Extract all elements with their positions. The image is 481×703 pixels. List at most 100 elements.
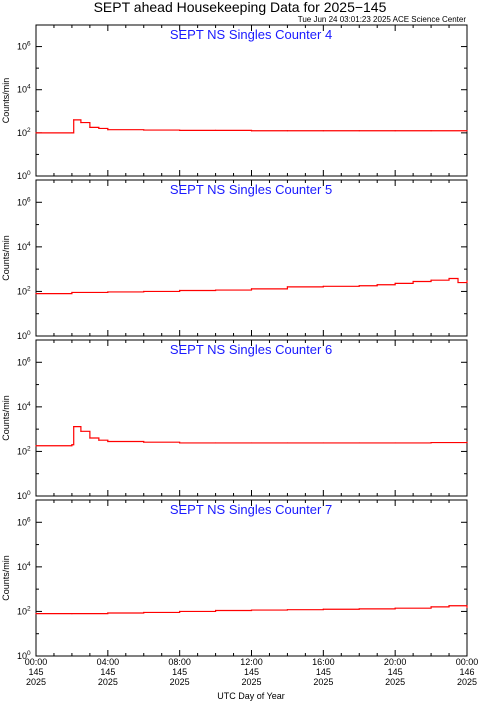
data-point [214,129,217,131]
data-point [143,290,145,293]
x-axis-labels: 00:00145202504:00145202508:00145202512:0… [25,657,479,687]
y-tick-label: 102 [17,445,31,456]
data-point [71,612,73,615]
data-point [412,280,414,283]
x-tick-time: 04:00 [97,657,120,667]
y-tick-label: 106 [17,196,31,207]
data-point [322,285,324,287]
data-point [80,121,82,124]
data-point [214,609,217,612]
data-point [394,130,396,132]
data-point [286,442,289,444]
data-point [179,610,181,613]
x-tick-time: 00:00 [25,657,48,667]
series-line [36,277,468,295]
data-point [358,285,360,287]
x-tick-day: 145 [244,667,259,677]
data-point [448,277,450,280]
data-point [394,442,396,444]
y-tick-label: 102 [17,127,31,138]
data-point [394,282,396,284]
data-point [466,130,468,132]
y-tick-label: 106 [17,356,31,367]
y-tick-label: 102 [17,605,31,616]
data-point [430,606,432,608]
data-point [322,130,324,132]
data-point [107,612,109,614]
chart-panel-2: 100 102 104 106 Counts/min SEPT NS Singles Co… [1,179,468,341]
y-tick-label: 102 [17,285,31,296]
y-tick-label: 106 [17,516,31,527]
plot-frame [35,339,468,497]
x-tick-day: 145 [388,667,403,677]
y-tick-label: 100 [17,490,31,501]
data-point [35,292,37,295]
y-tick-label: 104 [17,401,31,412]
data-point [35,445,37,447]
data-point [286,286,289,288]
x-tick-year: 2025 [98,677,118,687]
y-tick-label: 100 [17,170,31,181]
y-tick-label: 104 [17,241,31,252]
data-point [466,441,468,443]
data-point [107,440,109,443]
data-point [448,605,450,607]
chart-panel-3: 100 102 104 106 Counts/min SEPT NS Singles Co… [1,339,468,501]
y-axis-label: Counts/min [1,78,11,124]
x-tick-year: 2025 [385,677,405,687]
data-point [71,132,73,134]
y-axis-label: Counts/min [1,235,11,281]
data-point [466,280,468,282]
timestamp: Tue Jun 24 03:01:23 2025 ACE Science Cen… [298,15,467,24]
x-axis-label: UTC Day of Year [217,691,285,701]
x-tick-year: 2025 [313,677,333,687]
x-tick-day: 145 [316,667,331,677]
x-tick-year: 2025 [26,677,46,687]
data-point [250,609,253,611]
data-point [35,612,37,615]
data-point [80,430,82,432]
y-axis-label: Counts/min [1,395,11,441]
data-point [322,442,324,444]
series-line [36,426,468,447]
data-point [214,289,217,291]
data-point [179,289,181,292]
data-point [376,284,378,286]
x-tick-year: 2025 [457,677,477,687]
plot-frame [35,499,468,657]
panel-title: SEPT NS Singles Counter 5 [170,182,332,197]
data-point [394,607,396,609]
data-point [35,132,37,134]
data-point [143,441,145,443]
data-point [430,279,432,281]
data-point [71,444,73,446]
y-axis-label: Counts/min [1,555,11,601]
data-point [179,129,181,131]
y-tick-label: 100 [17,650,31,661]
plot-frame [35,179,468,337]
data-point [98,127,100,130]
data-point [250,288,253,290]
x-tick-time: 12:00 [240,657,263,667]
x-tick-day: 145 [172,667,187,677]
data-point [89,437,91,439]
chart-panel-4: 100 102 104 106 Counts/min SEPT NS Singles Co… [1,499,468,661]
data-point [214,442,217,444]
x-tick-year: 2025 [170,677,190,687]
data-point [358,442,360,444]
chart-panels: 100 102 104 106 Counts/min SEPT NS Singles Co… [1,24,468,661]
data-point [466,606,468,609]
data-point [71,291,73,294]
data-point [286,130,289,132]
y-tick-label: 100 [17,330,31,341]
panel-title: SEPT NS Singles Counter 4 [170,27,332,42]
panel-title: SEPT NS Singles Counter 6 [170,342,332,357]
data-point [358,130,360,132]
data-point [89,126,91,128]
plot-frame [35,24,468,177]
x-tick-time: 16:00 [312,657,335,667]
x-tick-time: 20:00 [384,657,407,667]
figure-title: SEPT ahead Housekeeping Data for 2025−14… [94,0,387,15]
data-point [179,442,181,444]
